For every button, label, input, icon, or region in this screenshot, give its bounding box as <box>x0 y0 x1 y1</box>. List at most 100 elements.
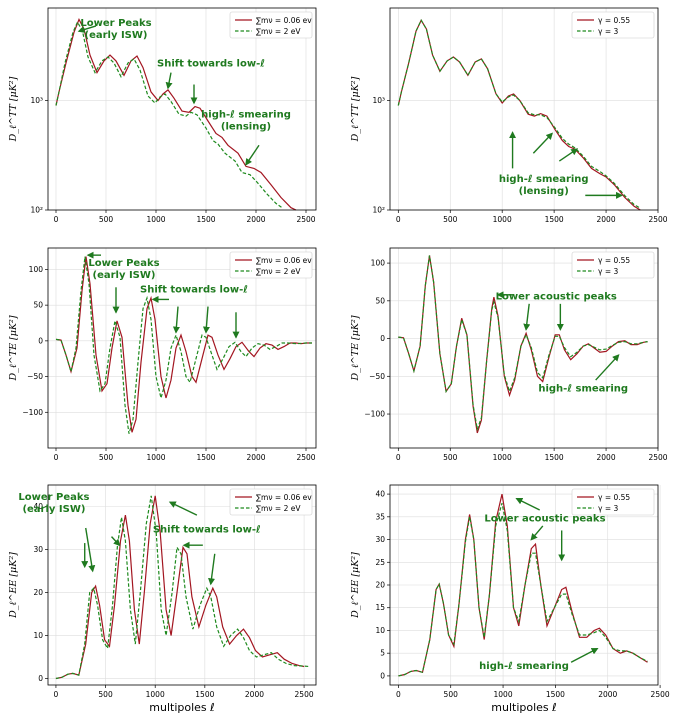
x-tick-label: 500 <box>443 215 458 224</box>
axes-frame <box>47 484 317 686</box>
annotation-text: (lensing) <box>519 186 569 197</box>
x-tick-label: 0 <box>396 690 401 699</box>
series-line-b <box>55 20 283 209</box>
axes-frame <box>47 7 317 211</box>
series-line-a <box>398 255 648 434</box>
panel-tt_mnu: 0 500 1000 1500 2000 2500 10² 10³ D_ℓ^TT [μK²] ∑m… <box>8 7 317 224</box>
x-tick-label: 2000 <box>246 453 265 462</box>
x-tick-label: 0 <box>396 453 401 462</box>
y-axis-title: D_ℓ^EE [μK²] <box>350 552 361 619</box>
series-line-b <box>398 255 648 432</box>
annotation-text: Lower acoustic peaks <box>496 291 617 302</box>
x-tick-label: 1500 <box>196 215 215 224</box>
y-tick-label: 5 <box>380 649 385 658</box>
legend-box <box>229 251 313 279</box>
x-tick-label: 2000 <box>598 690 617 699</box>
y-tick-label: 10² <box>30 206 43 215</box>
x-tick-label: 1000 <box>146 453 165 462</box>
x-tick-label: 1500 <box>195 690 214 699</box>
legend-label: ∑mν = 0.06 ev <box>256 493 312 502</box>
y-tick-label: 50 <box>33 301 43 310</box>
y-tick-label: 10³ <box>372 96 385 105</box>
annotation-arrow <box>515 497 541 511</box>
annotation-text: Lower Peaks <box>80 18 151 29</box>
y-tick-label: 100 <box>29 265 44 274</box>
annotation-arrow <box>595 354 620 381</box>
series-line-a <box>55 495 305 680</box>
legend-label: γ = 3 <box>598 504 618 513</box>
annotation-arrow <box>168 501 198 516</box>
legend-label: ∑mν = 2 eV <box>256 504 301 513</box>
x-tick-label: 0 <box>54 690 59 699</box>
annotation-arrow <box>532 132 554 154</box>
axes-frame <box>47 247 317 449</box>
y-tick-label: −50 <box>369 372 385 381</box>
series-line-a <box>55 18 297 211</box>
y-tick-label: 0 <box>38 336 43 345</box>
x-tick-label: 1500 <box>196 453 215 462</box>
series-line-b <box>55 256 312 434</box>
x-tick-label: 2500 <box>651 690 670 699</box>
y-tick-label: 10 <box>375 626 385 635</box>
legend-box <box>571 11 655 39</box>
legend-label: γ = 3 <box>598 27 618 36</box>
x-tick-label: 500 <box>99 453 114 462</box>
annotation-text: Lower Peaks <box>18 492 89 503</box>
legend-label: ∑mν = 0.06 ev <box>256 16 312 25</box>
x-tick-label: 500 <box>443 453 458 462</box>
x-tick-label: 2000 <box>597 215 616 224</box>
series-line-b <box>55 495 310 680</box>
y-tick-label: 10 <box>33 631 43 640</box>
x-tick-label: 1000 <box>493 215 512 224</box>
annotation-arrow <box>245 144 260 166</box>
legend-box <box>571 488 655 516</box>
annotation-text: Lower acoustic peaks <box>484 513 605 524</box>
y-tick-label: −100 <box>364 410 385 419</box>
legend-box <box>571 251 655 279</box>
legend-label: γ = 3 <box>598 267 618 276</box>
x-tick-label: 2500 <box>648 453 667 462</box>
y-tick-label: 40 <box>375 490 385 499</box>
panel-te_mnu: 0 500 1000 1500 2000 2500 −100 −50 0 50 100 D_ℓ^TE … <box>8 247 317 462</box>
annotation-arrow <box>111 536 121 547</box>
x-axis-title: multipoles ℓ <box>149 701 214 714</box>
y-axis-title: D_ℓ^EE [μK²] <box>8 552 19 619</box>
x-axis-title: multipoles ℓ <box>491 701 556 714</box>
annotation-text: (early ISW) <box>85 30 148 41</box>
legend-label: γ = 0.55 <box>598 493 630 502</box>
annotation-text: (early ISW) <box>93 270 156 281</box>
panel-ee_gamma: 0 500 1000 1500 2000 2500 0 5 10 15 20 25 30 35 40 D_ℓ^… <box>350 484 670 714</box>
series-line-a <box>55 256 312 433</box>
annotation-arrow <box>165 72 173 90</box>
x-tick-label: 0 <box>396 215 401 224</box>
y-tick-label: −50 <box>27 372 43 381</box>
annotation-arrow <box>85 527 96 573</box>
x-tick-label: 2500 <box>648 215 667 224</box>
annotation-text: high-ℓ smearing <box>499 174 589 185</box>
series-line-b <box>397 19 641 209</box>
y-tick-label: 50 <box>375 296 385 305</box>
annotation-arrow <box>558 148 579 162</box>
x-tick-label: 1500 <box>545 215 564 224</box>
y-tick-label: 15 <box>375 603 385 612</box>
y-tick-label: 30 <box>33 545 43 554</box>
legend-box <box>229 488 313 516</box>
legend-label: γ = 0.55 <box>598 256 630 265</box>
legend-label: ∑mν = 2 eV <box>256 27 301 36</box>
annotation-text: high-ℓ smearing <box>479 661 569 672</box>
y-axis-title: D_ℓ^TE [μK²] <box>8 315 19 381</box>
annotation-text: (lensing) <box>221 121 271 132</box>
y-tick-label: 30 <box>375 535 385 544</box>
annotation-arrow <box>77 25 97 33</box>
annotation-arrow <box>172 306 180 334</box>
y-tick-label: 10² <box>372 206 385 215</box>
x-tick-label: 1000 <box>494 690 513 699</box>
x-tick-label: 2500 <box>296 453 315 462</box>
legend-label: ∑mν = 0.06 ev <box>256 256 312 265</box>
legend-box <box>229 11 313 39</box>
legend-label: γ = 0.55 <box>598 16 630 25</box>
y-tick-label: 20 <box>375 581 385 590</box>
annotation-text: Shift towards low-ℓ <box>153 524 261 535</box>
annotation-text: high-ℓ smearing <box>538 383 628 394</box>
